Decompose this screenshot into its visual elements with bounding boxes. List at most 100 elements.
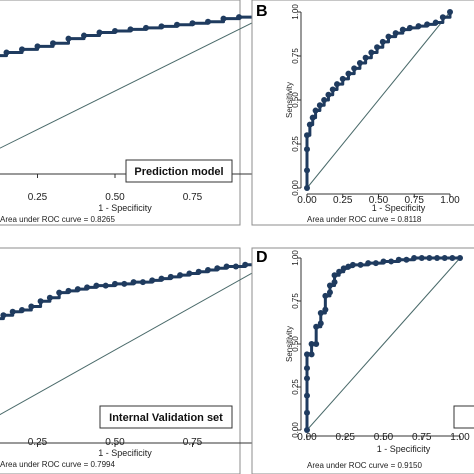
panel-c-roc-point [158,275,165,282]
panel-d-roc-point [313,323,320,330]
panel-c-roc-point [205,266,211,273]
panel-a-auc-note: Area under ROC curve = 0.8265 [0,215,116,224]
panel-a-roc-point [112,27,118,34]
panel-a-x-tick-label: 0.75 [183,192,203,203]
panel-d-y-tick-label: 0.00 [291,422,300,438]
panel-d-y-tick-label: 1.00 [291,250,300,266]
panel-d-y-label: Sensitivity [285,326,294,362]
panel-d-y-tick-label: 0.50 [291,336,300,352]
panel-d-roc-point [317,310,324,317]
panel-d-y-tick-label: 0.75 [291,293,300,309]
panel-c-roc-point [37,298,44,305]
panel-d-roc-point [372,260,379,267]
panel-d-roc-point [449,255,456,261]
panel-c-roc-point [167,273,174,280]
panel-d-x-tick-label: 1.00 [450,432,470,443]
panel-d-roc-point [304,427,310,433]
panel-b-roc-point [334,81,341,88]
panel-d-roc-point [308,341,315,347]
panel-b-roc-point [379,38,386,45]
panel-d-roc-point [380,258,387,265]
panel-d-roc-point [308,351,315,358]
panel-c-roc-point [112,280,118,287]
panel-b-roc-point [415,23,422,30]
panel-c-roc-point [242,261,249,268]
panel-d-roc-point [340,265,347,272]
panel-d-roc-point [418,255,425,261]
panel-b-roc-point [316,102,323,109]
panel-a-roc-point [3,49,10,56]
panel-b-y-tick-label: 0.00 [291,180,300,196]
panel-b-y-tick-label: 1.00 [291,4,300,20]
panel-b-letter: B [256,3,268,20]
panel-d-roc-point [304,365,310,372]
panel-d-roc-point [388,258,395,265]
panel-d-roc-point [322,292,329,299]
panel-a-roc-point [220,15,227,22]
panel-c-legend-label: Internal Validation set [109,412,223,424]
panel-c-roc-point [121,280,128,287]
panel-b-roc-point [406,24,413,31]
panel-d-roc-point [331,279,338,286]
panel-c-reference-line [0,262,271,416]
panel-d-roc-point [322,306,329,313]
panel-c-roc-point [130,279,137,286]
panel-b-x-tick-label: 0.50 [369,195,389,206]
panel-a-roc-point [205,18,211,25]
panel-d-letter: D [256,249,268,266]
panel-c-roc-point [93,282,100,289]
panel-c-roc-point [232,263,239,270]
panel-b-roc-point [385,33,392,40]
panel-c-roc-point [0,312,7,319]
panel-d-roc-point [395,256,402,263]
panel-b-roc-point [312,107,319,114]
panel-b-roc-point [304,185,310,191]
panel-d-roc-point [357,261,364,268]
panel-a-x-tick-label: 0.25 [28,192,48,203]
panel-b-roc-point [306,121,313,128]
panel-d-roc-point [434,255,441,261]
panel-b-roc-point [329,86,336,93]
panel-d-roc-point [349,261,356,268]
panel-d-roc-point [317,320,324,327]
panel-d-roc-point [403,256,410,263]
panel-a-roc-point [236,14,242,21]
panel-d-roc-point [457,255,463,261]
panel-d-roc-point [426,255,433,261]
panel-d-roc-point [326,289,333,296]
panel-b-roc-point [392,30,399,37]
panel-d-x-tick-label: 0.25 [336,432,356,443]
panel-c-roc-point [56,289,63,296]
panel-c-legend-box [99,405,233,429]
panel-a-roc-point [143,24,149,31]
panel-b-roc-point [356,60,363,67]
panel-c-roc-point [139,279,146,286]
panel-b-y-tick-label: 0.25 [291,136,300,152]
panel-d-y-tick-label: 0.25 [291,379,300,395]
panel-d-roc-point [365,260,372,267]
panel-d-roc-point [336,268,343,275]
panel-c-x-label: 1 - Specificity [98,448,152,458]
panel-d-legend-box [453,405,474,429]
panel-d-reference-line [306,257,461,431]
panel-c-roc-point [177,272,184,279]
panel-a-x-label: 1 - Specificity [98,203,152,213]
panel-a-legend-box [125,159,233,183]
panel-d-roc-point [304,351,310,358]
panel-d-roc-point [326,282,333,289]
panel-b-roc-point [399,26,406,33]
panel-c-roc-point [149,277,156,284]
panel-b-reference-line [306,11,451,189]
panel-c-x-tick-label: 0.25 [28,437,48,448]
panel-c-frame [0,247,241,474]
panel-b-y-tick-label: 0.75 [291,48,300,64]
panel-b-roc-point [351,65,358,72]
panel-d-auc-note: Area under ROC curve = 0.9150 [307,461,423,470]
panel-c-roc-point [65,287,72,294]
panel-c-roc-point [74,286,81,293]
panel-b-roc-point [309,114,316,121]
panel-b-roc-point [432,19,439,26]
panel-a-x-tick-label: 0.50 [105,192,125,203]
panel-a-roc-point [158,23,165,30]
panel-b-x-tick-label: 0.00 [297,195,317,206]
